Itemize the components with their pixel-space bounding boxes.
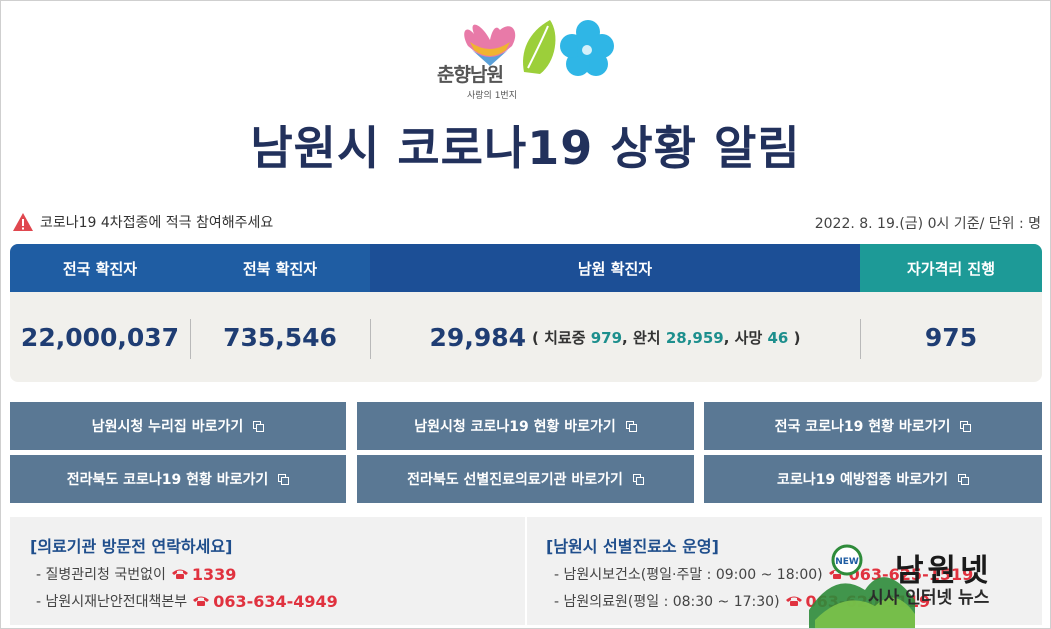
link-label: 코로나19 예방접종 바로가기 <box>777 472 948 488</box>
info-left-title: [의료기관 방문전 연락하세요] <box>30 537 233 556</box>
death-label: 사망 <box>734 328 763 347</box>
quarantine-count: 975 <box>924 322 978 352</box>
external-link-icon <box>625 420 637 432</box>
contact-label: - 남원시재난안전대책본부 <box>36 594 188 610</box>
info-right-title: [남원시 선별진료소 운영] <box>546 537 719 556</box>
treating-count: 979 <box>590 328 623 347</box>
jeonbuk-cases-cell: 735,546 <box>190 292 370 382</box>
link-jeonbuk-screening-clinics[interactable]: 전라북도 선별진료의료기관 바로가기 <box>357 455 694 503</box>
stats-header-row: 전국 확진자 전북 확진자 남원 확진자 자가격리 진행 <box>10 244 1042 292</box>
link-label: 남원시청 누리집 바로가기 <box>91 419 244 435</box>
link-covid-vaccination[interactable]: 코로나19 예방접종 바로가기 <box>704 455 1042 503</box>
warning-icon <box>13 213 33 231</box>
link-jeonbuk-covid-status[interactable]: 전라북도 코로나19 현황 바로가기 <box>10 455 346 503</box>
external-link-icon <box>957 473 969 485</box>
phone-icon <box>171 569 188 579</box>
jeonbuk-cases: 735,546 <box>223 322 337 352</box>
logo-text: 춘향남원 <box>437 64 504 86</box>
phone-icon <box>193 596 210 606</box>
page-title: 남원시 코로나19 상황 알림 <box>250 121 801 175</box>
header-jeonbuk: 전북 확진자 <box>190 244 370 292</box>
stats-divider <box>860 319 861 359</box>
clinic-label: - 남원시보건소(평일·주말 : 09:00 ~ 18:00) <box>554 567 823 583</box>
paren-close: ) <box>788 328 801 347</box>
link-label: 전라북도 코로나19 현황 바로가기 <box>66 472 269 488</box>
separator: , <box>723 328 730 347</box>
header-quarantine: 자가격리 진행 <box>860 244 1042 292</box>
header-national: 전국 확진자 <box>10 244 190 292</box>
contact-line: - 질병관리청 국번없이 1339 <box>36 564 236 584</box>
logo-subtitle: 사랑의 1번지 <box>467 91 517 101</box>
treating-label: 치료중 <box>544 328 586 347</box>
notice-text: 코로나19 4차접종에 적극 참여해주세요 <box>40 215 274 231</box>
phone-number[interactable]: 1339 <box>191 564 237 584</box>
covid-stats-table: 전국 확진자 전북 확진자 남원 확진자 자가격리 진행 22,000,037 … <box>10 244 1042 382</box>
stats-divider <box>190 319 191 359</box>
watermark-subtitle: 시사 인터넷 뉴스 <box>868 588 990 608</box>
contact-line: - 남원시재난안전대책본부 063-634-4949 <box>36 591 338 611</box>
link-namwon-homepage[interactable]: 남원시청 누리집 바로가기 <box>10 402 346 450</box>
cured-label: 완치 <box>632 328 661 347</box>
cured-count: 28,959 <box>665 328 724 347</box>
death-count: 46 <box>767 328 789 347</box>
national-cases-cell: 22,000,037 <box>10 292 190 382</box>
paren-open: ( <box>532 328 545 347</box>
phone-icon <box>785 596 802 606</box>
namwon-breakdown: ( 치료중 979, 완치 28,959, 사망 46 ) <box>532 327 800 348</box>
namwon-cases-cell: 29,984 ( 치료중 979, 완치 28,959, 사망 46 ) <box>370 292 860 382</box>
contact-label: - 질병관리청 국번없이 <box>36 567 166 583</box>
link-label: 남원시청 코로나19 현황 바로가기 <box>414 419 616 435</box>
national-cases: 22,000,037 <box>20 322 180 352</box>
link-label: 전라북도 선별진료의료기관 바로가기 <box>407 472 623 488</box>
vaccination-notice: 코로나19 4차접종에 적극 참여해주세요 <box>12 212 273 232</box>
watermark-badge: NEW <box>835 557 859 567</box>
header-namwon: 남원 확진자 <box>370 244 860 292</box>
link-national-covid-status[interactable]: 전국 코로나19 현황 바로가기 <box>704 402 1042 450</box>
external-link-icon <box>632 473 644 485</box>
stats-divider <box>370 319 371 359</box>
info-divider <box>525 517 527 625</box>
phone-number[interactable]: 063-634-4949 <box>213 591 338 611</box>
namwon-logo-icon <box>464 20 614 76</box>
basis-date: 2022. 8. 19.(금) 0시 기준/ 단위 : 명 <box>814 216 1041 232</box>
external-link-icon <box>278 473 290 485</box>
namwon-cases: 29,984 <box>429 322 527 352</box>
quarantine-cell: 975 <box>860 292 1042 382</box>
external-link-icon <box>960 420 972 432</box>
link-label: 전국 코로나19 현황 바로가기 <box>774 419 951 435</box>
link-namwon-covid-status[interactable]: 남원시청 코로나19 현황 바로가기 <box>357 402 694 450</box>
external-link-icon <box>253 420 265 432</box>
separator: , <box>622 328 628 347</box>
watermark-title: 남원넷 <box>895 553 993 589</box>
clinic-label: - 남원의료원(평일 : 08:30 ~ 17:30) <box>554 594 780 610</box>
namwon-net-watermark-icon: NEW <box>809 544 915 628</box>
